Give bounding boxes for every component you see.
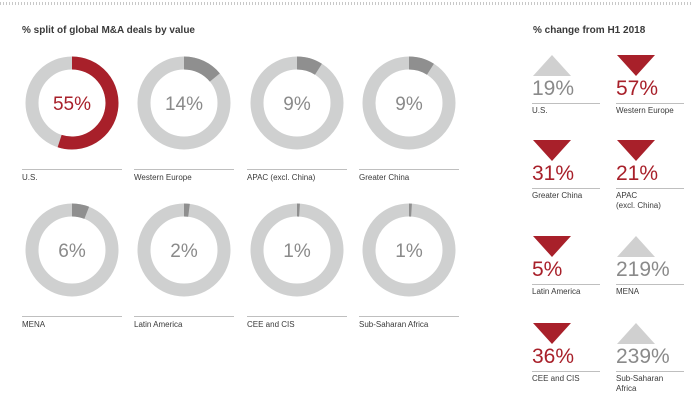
donut-chart: 9% Greater China <box>359 53 471 203</box>
donut-percent-label: 55% <box>53 94 91 115</box>
change-arrow <box>617 140 655 161</box>
change-region-label: CEE and CIS <box>532 374 580 383</box>
change-region-label: MENA <box>616 287 640 296</box>
donut-region-label: MENA <box>22 320 46 329</box>
change-value: 21% <box>616 162 659 185</box>
donut-chart: 14% Western Europe <box>134 53 246 203</box>
donut-chart: 2% Latin America <box>134 200 246 350</box>
donut-region-label: Latin America <box>134 320 183 329</box>
donut-region-label: Western Europe <box>134 173 192 182</box>
triangle-down-icon <box>533 140 571 161</box>
donut-svg: 2% <box>137 203 231 297</box>
change-section-title: % change from H1 2018 <box>533 25 646 36</box>
change-region-label: U.S. <box>532 106 548 115</box>
change-item: 19% U.S. <box>532 54 612 134</box>
donut-segment <box>71 203 90 219</box>
change-item: 5% Latin America <box>532 235 612 315</box>
triangle-up-icon <box>617 323 655 344</box>
change-value: 19% <box>532 77 575 100</box>
donut-percent-label: 1% <box>283 241 311 262</box>
change-value: 219% <box>616 258 670 281</box>
top-dotted-rule <box>0 2 691 5</box>
donut-percent-label: 6% <box>58 241 86 262</box>
change-divider <box>616 103 684 104</box>
change-item: 239% Sub-Saharan Africa <box>616 322 691 402</box>
donut-svg: 9% <box>362 56 456 150</box>
donut-segment <box>408 56 434 75</box>
donut-svg: 55% <box>25 56 119 150</box>
change-divider <box>532 188 600 189</box>
donut-percent-label: 14% <box>165 94 203 115</box>
triangle-down-icon <box>533 236 571 257</box>
donut-divider <box>22 169 122 170</box>
donut-region-label: U.S. <box>22 173 38 182</box>
change-arrow <box>617 55 655 76</box>
donut-svg: 9% <box>250 56 344 150</box>
change-region-label: Greater China <box>532 191 583 200</box>
donut-section-title: % split of global M&A deals by value <box>22 25 195 36</box>
triangle-up-icon <box>617 236 655 257</box>
donut-divider <box>359 169 459 170</box>
donut-track <box>362 203 456 297</box>
change-item: 57% Western Europe <box>616 54 691 134</box>
donut-region-label: APAC (excl. China) <box>247 173 316 182</box>
donut-divider <box>359 316 459 317</box>
donut-divider <box>134 169 234 170</box>
change-arrow <box>533 140 571 161</box>
change-item: 36% CEE and CIS <box>532 322 612 402</box>
donut-divider <box>247 316 347 317</box>
change-region-label: Sub-Saharan Africa <box>616 374 664 393</box>
donut-region-label: Sub-Saharan Africa <box>359 320 429 329</box>
change-arrow <box>533 236 571 257</box>
change-divider <box>616 371 684 372</box>
donut-percent-label: 2% <box>170 241 198 262</box>
change-region-label: Western Europe <box>616 106 674 115</box>
donut-segment <box>296 56 322 75</box>
change-value: 57% <box>616 77 659 100</box>
triangle-down-icon <box>533 323 571 344</box>
change-divider <box>532 284 600 285</box>
donut-segment <box>57 56 119 150</box>
donut-region-label: CEE and CIS <box>247 320 295 329</box>
change-value: 31% <box>532 162 575 185</box>
change-region-label: Latin America <box>532 287 581 296</box>
change-region-label: APAC (excl. China) <box>616 191 661 210</box>
change-arrow <box>533 55 571 76</box>
change-value: 5% <box>532 258 563 281</box>
donut-divider <box>22 316 122 317</box>
donut-svg: 1% <box>362 203 456 297</box>
change-arrow <box>533 323 571 344</box>
change-item: 219% MENA <box>616 235 691 315</box>
change-value: 239% <box>616 345 670 368</box>
donut-segment <box>183 56 220 82</box>
donut-svg: 14% <box>137 56 231 150</box>
change-arrow <box>617 323 655 344</box>
change-divider <box>532 371 600 372</box>
donut-region-label: Greater China <box>359 173 410 182</box>
triangle-down-icon <box>617 140 655 161</box>
donut-chart: 1% Sub-Saharan Africa <box>359 200 471 350</box>
donut-chart: 1% CEE and CIS <box>247 200 359 350</box>
donut-percent-label: 1% <box>395 241 423 262</box>
donut-svg: 6% <box>25 203 119 297</box>
donut-chart: 6% MENA <box>22 200 134 350</box>
donut-divider <box>134 316 234 317</box>
donut-chart: 55% U.S. <box>22 53 134 203</box>
donut-svg: 1% <box>250 203 344 297</box>
change-item: 31% Greater China <box>532 139 612 219</box>
change-divider <box>616 284 684 285</box>
triangle-up-icon <box>533 55 571 76</box>
donut-track <box>250 203 344 297</box>
change-value: 36% <box>532 345 575 368</box>
change-arrow <box>617 236 655 257</box>
change-divider <box>532 103 600 104</box>
donut-percent-label: 9% <box>395 94 423 115</box>
donut-percent-label: 9% <box>283 94 311 115</box>
triangle-down-icon <box>617 55 655 76</box>
change-item: 21% APAC (excl. China) <box>616 139 691 219</box>
change-divider <box>616 188 684 189</box>
donut-divider <box>247 169 347 170</box>
donut-chart: 9% APAC (excl. China) <box>247 53 359 203</box>
